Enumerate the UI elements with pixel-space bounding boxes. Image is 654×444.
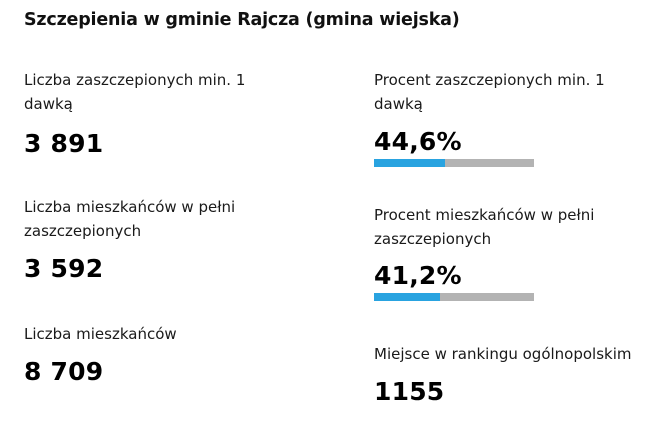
- stat-ranking: Miejsce w rankingu ogólnopolskim 1155: [374, 342, 644, 407]
- progress-bar-fill: [374, 293, 440, 301]
- stat-value: 3 891: [24, 129, 104, 158]
- stat-label: Liczba mieszkańców w pełni zaszczepionyc…: [24, 198, 236, 240]
- stat-value: 1155: [374, 377, 445, 406]
- stat-fully-vaccinated-percent: Procent mieszkańców w pełni zaszczepiony…: [374, 203, 634, 301]
- stat-label: Procent zaszczepionych min. 1 dawką: [374, 71, 605, 113]
- stat-label: Liczba mieszkańców: [24, 325, 177, 343]
- progress-bar: [374, 159, 534, 167]
- stat-value: 44,6%: [374, 127, 462, 156]
- stat-vaccinated-one-dose: Liczba zaszczepionych min. 1 dawką 3 891: [24, 68, 284, 159]
- stat-vaccinated-one-dose-percent: Procent zaszczepionych min. 1 dawką 44,6…: [374, 68, 634, 167]
- stat-label: Liczba zaszczepionych min. 1 dawką: [24, 71, 246, 113]
- stat-fully-vaccinated: Liczba mieszkańców w pełni zaszczepionyc…: [24, 195, 274, 284]
- stat-label: Procent mieszkańców w pełni zaszczepiony…: [374, 206, 595, 248]
- stat-value: 41,2%: [374, 261, 462, 290]
- stat-value: 8 709: [24, 357, 104, 386]
- page-title: Szczepienia w gminie Rajcza (gmina wiejs…: [24, 10, 460, 30]
- progress-bar: [374, 293, 534, 301]
- stat-value: 3 592: [24, 254, 104, 283]
- progress-bar-fill: [374, 159, 446, 167]
- stat-label: Miejsce w rankingu ogólnopolskim: [374, 345, 632, 363]
- stat-residents: Liczba mieszkańców 8 709: [24, 322, 284, 387]
